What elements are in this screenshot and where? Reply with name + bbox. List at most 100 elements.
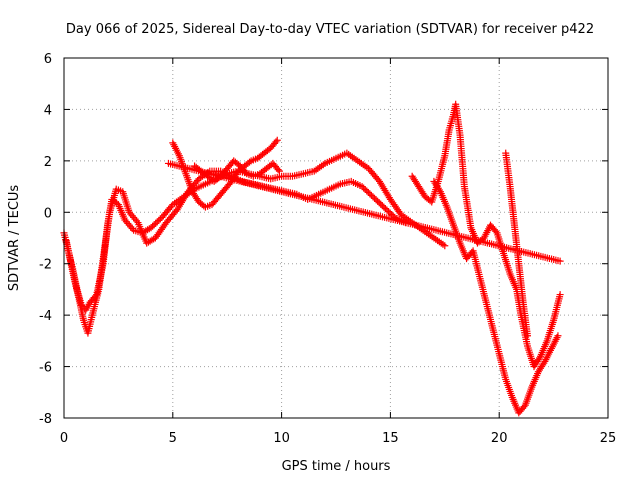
data-point-fill	[155, 216, 163, 224]
data-point-fill	[488, 322, 496, 330]
data-point-fill	[266, 162, 274, 170]
data-point-fill	[371, 194, 379, 202]
data-point-fill	[150, 221, 158, 229]
data-point-fill	[257, 152, 265, 160]
data-point-fill	[101, 241, 109, 249]
data-point-fill	[170, 209, 178, 217]
series-track-f	[430, 177, 562, 417]
data-point-fill	[523, 329, 531, 337]
data-point-fill	[377, 200, 385, 208]
y-tick-label: 0	[44, 206, 52, 221]
x-tick-label: 25	[600, 431, 617, 446]
data-point-fill	[542, 339, 550, 347]
x-tick-label: 10	[273, 431, 290, 446]
data-point-fill	[539, 361, 547, 369]
data-point-fill	[375, 199, 383, 207]
y-tick-label: -4	[39, 309, 52, 324]
data-point-fill	[133, 217, 141, 225]
data-points	[60, 100, 564, 417]
data-point-fill	[66, 255, 74, 263]
data-point-fill	[396, 209, 404, 217]
data-point-fill	[482, 296, 490, 304]
data-point-fill	[273, 164, 281, 172]
data-point-fill	[364, 188, 372, 196]
data-point-fill	[360, 184, 368, 192]
y-tick-label: -2	[39, 258, 52, 273]
data-point-fill	[413, 179, 421, 187]
data-point-fill	[263, 147, 271, 155]
data-point-fill	[227, 160, 235, 168]
data-point-fill	[274, 166, 282, 174]
data-point-fill	[188, 186, 196, 194]
tick-labels: 0 5 10 15 20 25 -8 -6 -4 -2 0 2 4 6	[39, 52, 616, 446]
plot-frame	[63, 57, 609, 419]
data-point-fill	[120, 214, 128, 222]
data-point-fill	[251, 155, 259, 163]
data-point-fill	[319, 161, 327, 169]
data-point-fill	[383, 206, 391, 214]
data-point-fill	[492, 227, 500, 235]
data-point-fill	[553, 334, 561, 342]
data-point-fill	[442, 201, 450, 209]
data-point-fill	[166, 204, 174, 212]
data-point-fill	[381, 205, 389, 213]
data-point-fill	[534, 370, 542, 378]
data-point-fill	[386, 209, 394, 217]
data-point-fill	[308, 168, 316, 176]
data-point-fill	[244, 159, 252, 167]
series-isolated	[164, 159, 564, 265]
data-point-fill	[445, 128, 453, 136]
data-point-fill	[259, 167, 267, 175]
data-point-fill	[466, 250, 474, 258]
data-point-fill	[94, 288, 102, 296]
data-point-fill	[419, 189, 427, 197]
data-point-fill	[508, 391, 516, 399]
data-point-fill	[373, 174, 381, 182]
data-point-fill	[434, 184, 442, 192]
data-point-fill	[440, 154, 448, 162]
data-point-fill	[367, 191, 375, 199]
data-point-fill	[334, 181, 342, 189]
y-tick-label: 4	[44, 103, 52, 118]
data-point-fill	[297, 170, 305, 178]
data-point-fill	[233, 159, 241, 167]
data-point-fill	[395, 207, 403, 215]
y-axis-label: SDTVAR / TECUs	[7, 185, 22, 292]
data-point-fill	[125, 206, 133, 214]
y-tick-label: 2	[44, 155, 52, 170]
series-track-g	[502, 149, 531, 340]
data-point-fill	[254, 171, 262, 179]
data-point-fill	[214, 167, 222, 175]
data-point-fill	[356, 182, 364, 190]
data-point	[369, 193, 377, 201]
data-point-fill	[475, 270, 483, 278]
data-point-fill	[527, 385, 535, 393]
series-track-e	[408, 100, 564, 371]
data-point-fill	[218, 188, 226, 196]
data-point-fill	[435, 186, 443, 194]
data-point-fill	[240, 167, 248, 175]
data-point-fill	[246, 158, 254, 166]
data-point-fill	[490, 226, 498, 234]
data-point-fill	[131, 215, 139, 223]
data-point-fill	[70, 276, 78, 284]
data-point-fill	[174, 150, 182, 158]
data-point-fill	[212, 196, 220, 204]
data-point-fill	[363, 187, 371, 195]
data-point-fill	[534, 356, 542, 364]
data-point-fill	[153, 218, 161, 226]
data-point-fill	[366, 190, 374, 198]
data-point-fill	[439, 240, 447, 248]
data-point-fill	[540, 359, 548, 367]
data-point-fill	[467, 222, 475, 230]
data-point-fill	[271, 139, 279, 147]
y-tick-label: -8	[39, 412, 52, 427]
data-point-fill	[225, 181, 233, 189]
data-point-fill	[505, 268, 513, 276]
data-point-fill	[105, 210, 113, 218]
data-point-fill	[374, 197, 382, 205]
chart-title: Day 066 of 2025, Sidereal Day-to-day VTE…	[66, 22, 594, 37]
x-tick-label: 5	[169, 431, 177, 446]
